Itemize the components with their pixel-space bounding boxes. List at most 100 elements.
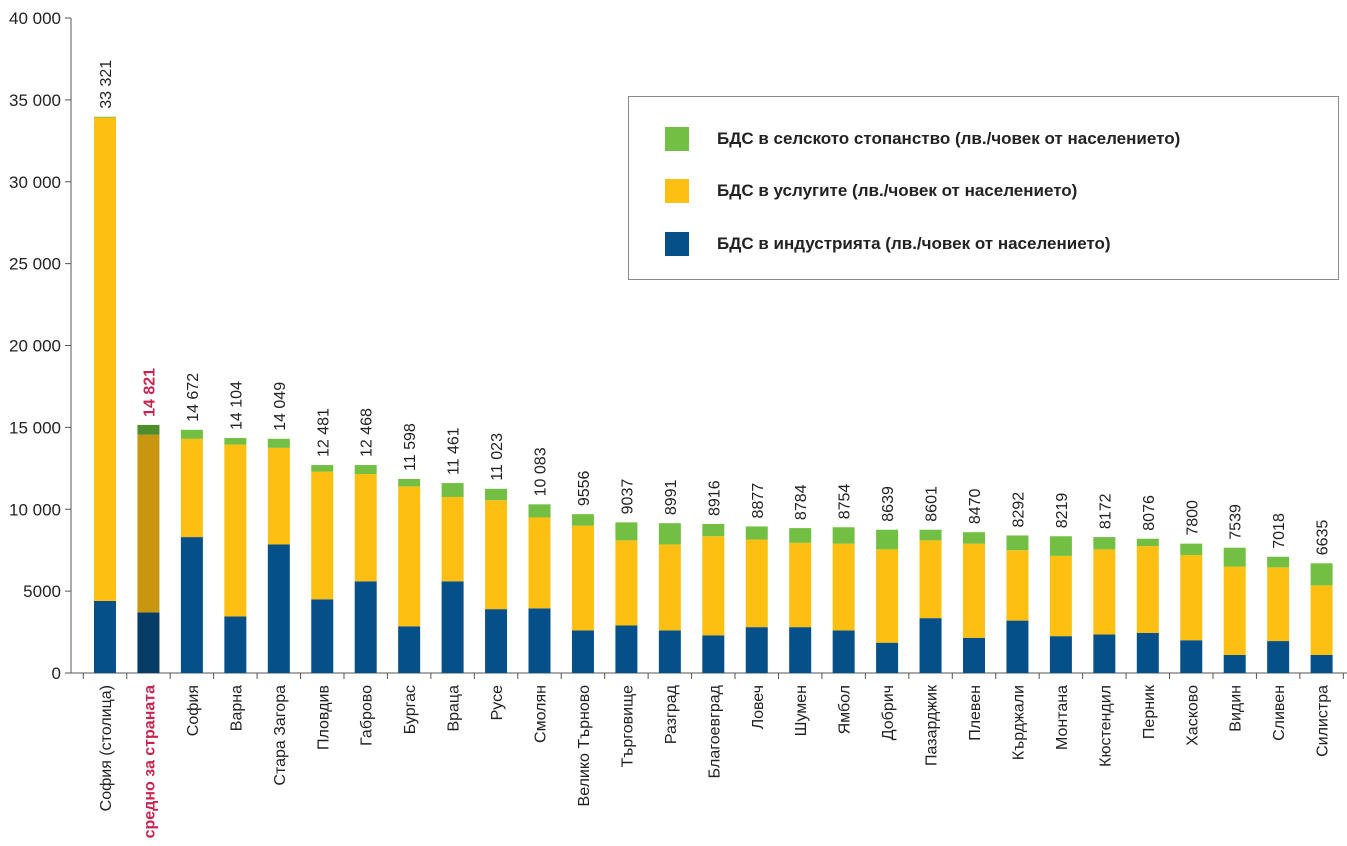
bar-segment-services — [1049, 555, 1072, 637]
category-label: Смолян — [533, 685, 550, 743]
category-label: Добрич — [880, 685, 897, 740]
bar-segment-industry — [919, 618, 942, 673]
bar-total-label: 11 023 — [489, 433, 506, 481]
bars — [94, 116, 1333, 673]
bar-segment-services — [1136, 546, 1159, 633]
category-label: Монтана — [1054, 685, 1071, 750]
bar-segment-services — [398, 486, 421, 627]
bar-segment-services — [1006, 550, 1029, 621]
bar-total-label: 8991 — [663, 479, 680, 515]
bar-segment-services — [702, 536, 725, 636]
legend-swatch-agriculture — [665, 127, 689, 151]
bar-total-label: 8470 — [967, 488, 984, 524]
bar-segment-industry — [876, 642, 899, 673]
y-tick-label: 30 000 — [9, 173, 61, 192]
bar-segment-agriculture — [615, 522, 638, 541]
bar-segment-industry — [745, 627, 768, 673]
bar-segment-agriculture — [963, 532, 985, 544]
bar-segment-industry — [180, 537, 203, 673]
category-label: Сливен — [1271, 685, 1288, 741]
bar-total-label: 14 104 — [228, 381, 245, 430]
bar-segment-services — [832, 543, 855, 631]
category-label: Бургас — [402, 685, 419, 734]
legend-item-services: БДС в услугите (лв./човек от населението… — [665, 178, 1077, 204]
bar-segment-agriculture — [1180, 543, 1203, 556]
labels: 33 321 София (столица) 14 821 средно за стр… — [98, 60, 1332, 839]
bar-segment-industry — [311, 599, 334, 673]
bar-total-label: 8784 — [793, 484, 810, 520]
bar-total-label: 8076 — [1141, 495, 1158, 531]
category-label: Перник — [1141, 684, 1158, 739]
bar-total-label: 7800 — [1184, 500, 1201, 536]
bar-segment-agriculture — [528, 504, 551, 518]
bar-segment-industry — [615, 625, 638, 673]
bar-segment-agriculture — [832, 527, 855, 544]
bar-segment-services — [876, 549, 899, 643]
bar-segment-services — [1180, 555, 1203, 641]
bar-segment-industry — [702, 635, 725, 673]
category-label: София (столица) — [98, 685, 115, 811]
legend-label-industry: БДС в индустрията (лв./човек от населени… — [717, 234, 1111, 253]
y-tick-label: 20 000 — [9, 337, 61, 356]
bar-segment-services — [658, 544, 681, 631]
bar-total-label: 7539 — [1228, 504, 1245, 540]
category-label: Русе — [489, 685, 506, 720]
bar-total-label: 9037 — [619, 479, 636, 515]
category-label: Пловдив — [315, 685, 332, 750]
axes: 0 5000 10 000 15 000 20 000 25 000 30 000 35 00… — [9, 9, 1347, 683]
bar-segment-agriculture — [267, 438, 290, 448]
bar-total-label: 11 461 — [446, 427, 463, 475]
bar-segment-agriculture — [398, 478, 421, 487]
bar-segment-services — [919, 540, 942, 619]
bar-segment-services — [963, 543, 985, 638]
bar-segment-industry — [1267, 641, 1290, 673]
bar-total-label: 8916 — [706, 480, 723, 516]
bar-segment-agriculture — [571, 514, 594, 526]
bar-segment-agriculture — [1049, 536, 1072, 556]
category-label: Габрово — [359, 685, 376, 746]
bar-segment-agriculture — [745, 526, 768, 540]
bar-segment-services — [1267, 567, 1290, 642]
bar-segment-services — [1310, 585, 1333, 655]
bar-segment-agriculture — [658, 523, 681, 545]
bar-segment-industry — [485, 609, 508, 673]
bar-segment-agriculture — [789, 528, 812, 543]
y-tick-label: 40 000 — [9, 9, 61, 28]
bar-segment-industry — [1093, 634, 1116, 673]
y-tick-label: 0 — [52, 664, 61, 683]
bar-segment-agriculture — [1310, 563, 1333, 586]
bar-total-label: 10 083 — [533, 447, 550, 496]
bar-segment-services — [311, 471, 334, 600]
bar-segment-services — [1223, 566, 1246, 655]
legend-swatch-services — [665, 179, 689, 203]
legend-swatch-industry — [665, 232, 689, 256]
bar-segment-agriculture — [1267, 556, 1290, 568]
bar-total-label: 8172 — [1097, 493, 1114, 529]
category-label: Хасково — [1184, 685, 1201, 746]
y-tick-label: 35 000 — [9, 91, 61, 110]
category-label: Варна — [228, 685, 245, 731]
category-label: Кюстендил — [1097, 685, 1114, 767]
y-tick-label: 15 000 — [9, 418, 61, 437]
bar-total-label: 33 321 — [98, 60, 115, 109]
bar-total-label: 6635 — [1315, 520, 1332, 556]
legend: БДС в селското стопанство (лв./човек от … — [628, 96, 1339, 280]
bar-segment-agriculture — [224, 438, 247, 445]
category-label: София — [185, 685, 202, 736]
bar-segment-services — [745, 539, 768, 628]
bar-segment-industry — [398, 626, 421, 673]
category-label: Разград — [663, 684, 680, 744]
category-label: Шумен — [793, 685, 810, 736]
bar-segment-industry — [1310, 654, 1333, 673]
bar-segment-industry — [441, 581, 464, 673]
category-label: Благоевград — [706, 684, 723, 778]
bar-segment-agriculture — [137, 424, 160, 435]
bar-segment-services — [571, 525, 594, 631]
bar-total-label: 14 672 — [185, 373, 202, 422]
bar-segment-industry — [137, 612, 160, 673]
bar-segment-industry — [354, 581, 377, 673]
legend-label-agriculture: БДС в селското стопанство (лв./човек от … — [717, 129, 1181, 148]
legend-item-industry: БДС в индустрията (лв./човек от населени… — [665, 231, 1111, 257]
bar-segment-agriculture — [1093, 537, 1116, 550]
